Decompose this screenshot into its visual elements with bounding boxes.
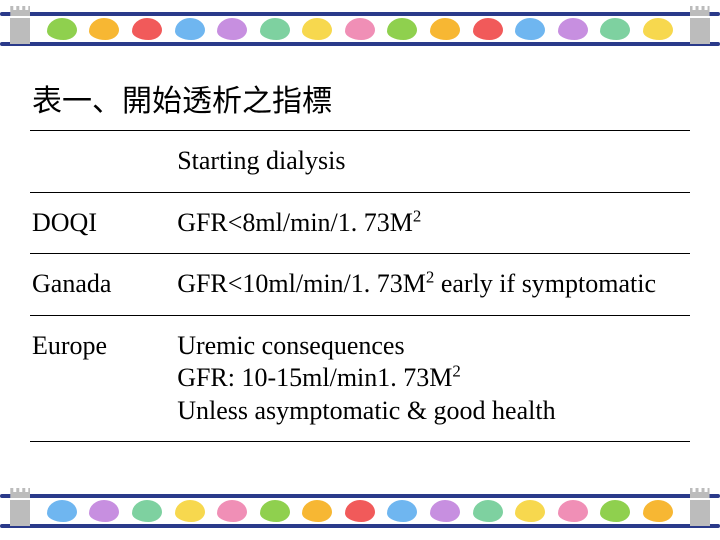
guideline-name: Europe: [30, 315, 175, 441]
castle-icon: [686, 6, 714, 44]
table-row: Europe Uremic consequencesGFR: 10-15ml/m…: [30, 315, 690, 441]
slide-title: 表一、開始透析之指標: [30, 70, 690, 128]
table-header-left: [30, 131, 175, 192]
castle-icon: [6, 488, 34, 526]
guideline-name: DOQI: [30, 192, 175, 253]
guideline-name: Ganada: [30, 254, 175, 315]
castle-icon: [6, 6, 34, 44]
decorative-banner-bottom: [0, 482, 720, 540]
table-header-right: Starting dialysis: [175, 131, 690, 192]
guideline-value: Uremic consequencesGFR: 10-15ml/min1. 73…: [175, 315, 690, 441]
content-area: 表一、開始透析之指標 Starting dialysis DOQI GFR<8m…: [30, 70, 690, 442]
decorative-banner-top: [0, 0, 720, 58]
guideline-value: GFR<10ml/min/1. 73M2 early if symptomati…: [175, 254, 690, 315]
dialysis-criteria-table: Starting dialysis DOQI GFR<8ml/min/1. 73…: [30, 130, 690, 442]
slide: 表一、開始透析之指標 Starting dialysis DOQI GFR<8m…: [0, 0, 720, 540]
table-row: DOQI GFR<8ml/min/1. 73M2: [30, 192, 690, 253]
castle-icon: [686, 488, 714, 526]
table-row: Ganada GFR<10ml/min/1. 73M2 early if sym…: [30, 254, 690, 315]
guideline-value: GFR<8ml/min/1. 73M2: [175, 192, 690, 253]
